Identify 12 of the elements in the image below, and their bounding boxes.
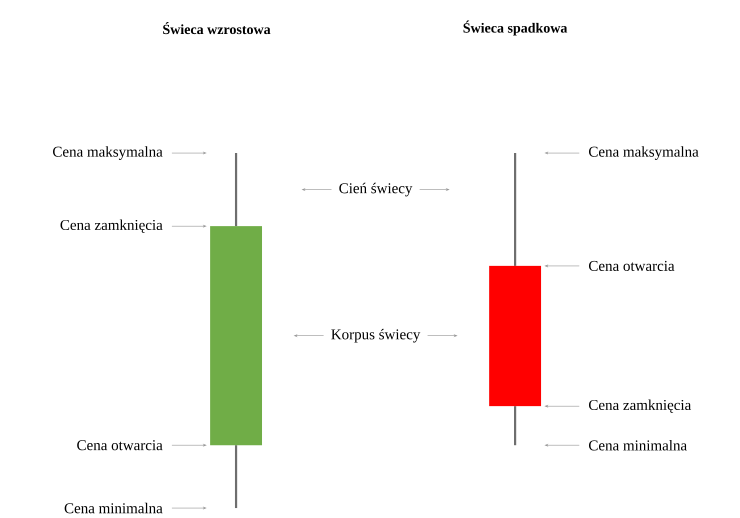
annotation: Cena maksymalna <box>588 146 699 160</box>
annotation: Korpus świecy <box>331 328 420 343</box>
annotation: Cena minimalna <box>64 502 163 514</box>
annotation: Cena maksymalna <box>53 146 163 160</box>
annotation: Cena zamknięcia <box>588 399 692 413</box>
x-tick-label: Świeca wzrostowa <box>163 22 270 34</box>
annotation: Cena zamknięcia <box>60 219 163 233</box>
annotation: Cena otwarcia <box>588 260 674 271</box>
x-tick-label: Świeca spadkowa <box>464 20 568 36</box>
annotation: Cena minimalna <box>588 440 687 450</box>
annotation: Cena otwarcia <box>77 440 163 450</box>
annotation: Cień świecy <box>339 182 412 196</box>
